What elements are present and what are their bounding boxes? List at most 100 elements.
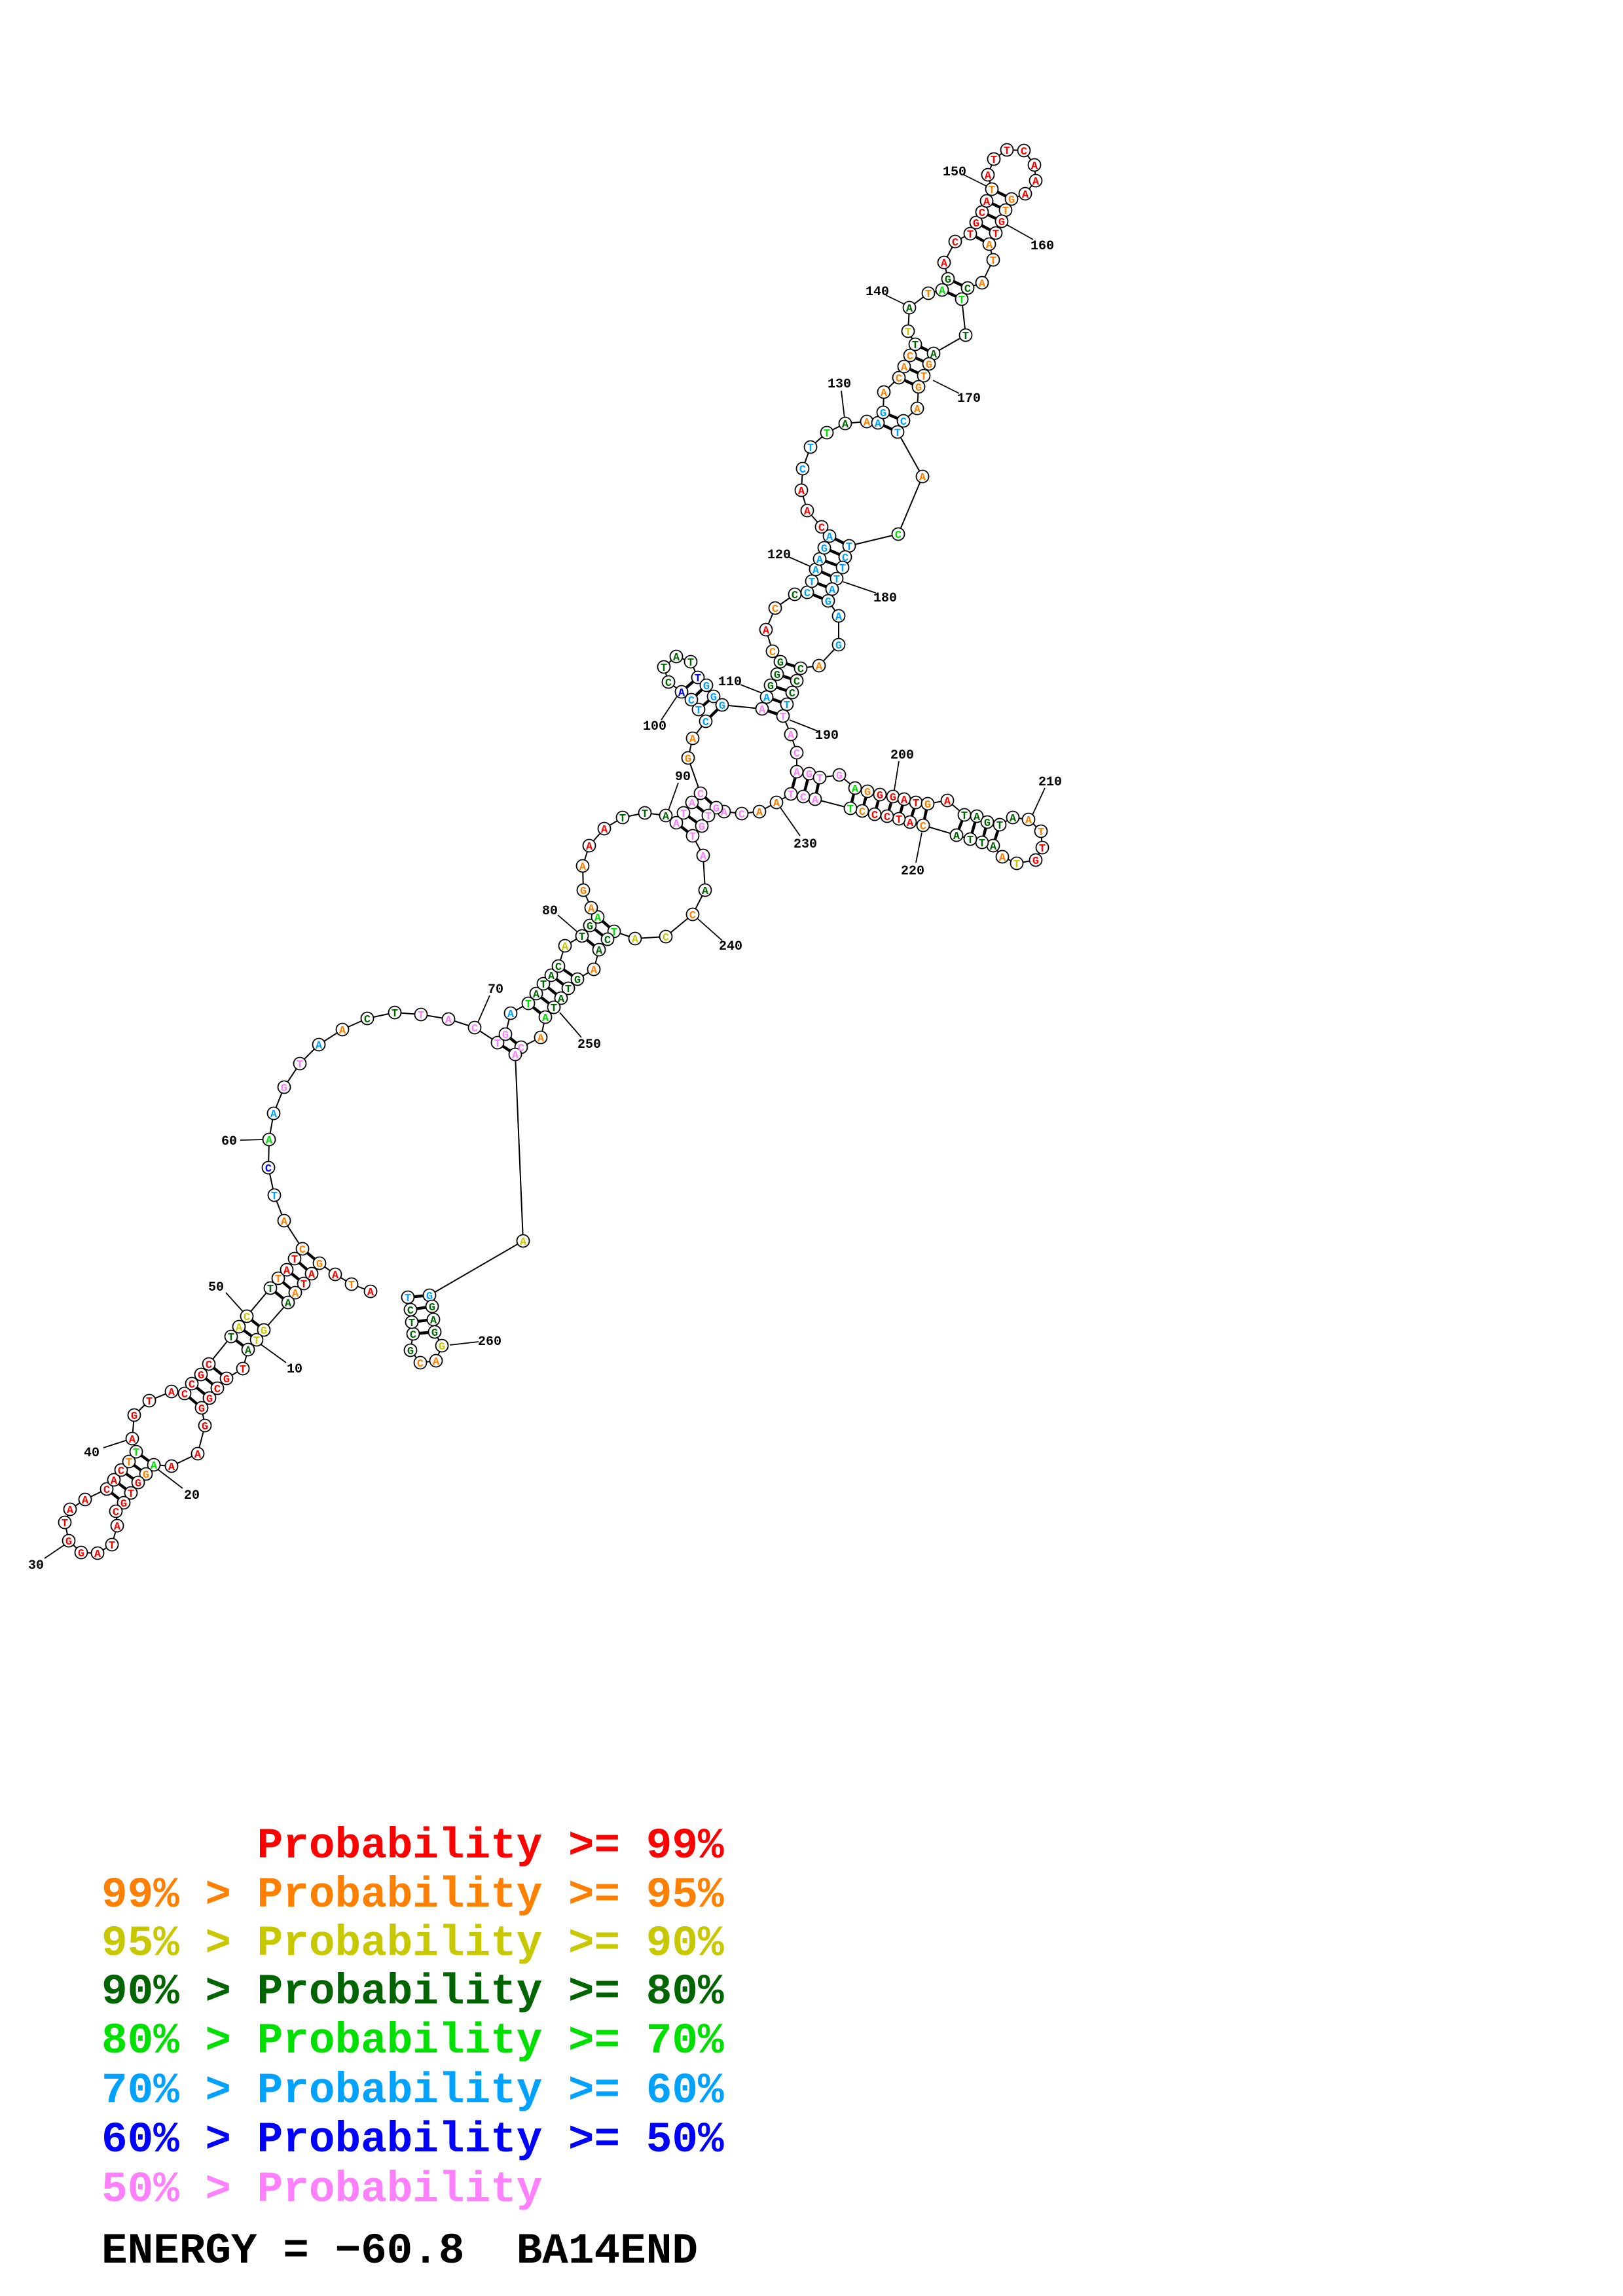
svg-text:A: A [702,886,709,898]
svg-text:G: G [261,1325,267,1338]
svg-text:G: G [806,769,812,781]
svg-text:G: G [945,274,951,287]
svg-text:60% > Probability >= 50%: 60% > Probability >= 50% [101,2115,724,2164]
svg-text:A: A [601,824,608,836]
svg-text:C: C [181,1389,188,1401]
svg-text:C: C [772,603,778,616]
svg-text:T: T [126,1457,132,1469]
svg-text:C: C [189,1379,195,1391]
svg-text:C: C [471,1023,478,1035]
svg-text:80% > Probability >= 70%: 80% > Probability >= 70% [101,2017,724,2066]
svg-text:G: G [502,1030,509,1042]
svg-text:T: T [967,834,974,847]
svg-text:A: A [990,841,997,853]
svg-text:A: A [82,1495,89,1507]
svg-text:G: G [202,1421,208,1433]
svg-text:A: A [194,1449,202,1462]
svg-text:A: A [930,349,938,361]
svg-text:T: T [525,999,532,1011]
svg-text:A: A [816,661,823,673]
svg-text:A: A [759,704,766,717]
svg-text:A: A [67,1505,74,1517]
svg-text:220: 220 [901,864,924,879]
svg-text:A: A [281,1216,288,1229]
svg-text:G: G [877,790,883,802]
svg-text:250: 250 [577,1037,601,1052]
svg-text:G: G [767,681,774,693]
svg-text:A: A [129,1434,136,1446]
svg-text:T: T [240,1364,246,1376]
svg-text:A: A [542,1013,549,1025]
svg-text:T: T [128,1488,134,1501]
svg-text:T: T [579,931,585,944]
svg-text:G: G [890,792,896,804]
svg-text:A: A [983,196,991,209]
svg-text:A: A [756,807,763,819]
svg-text:190: 190 [815,728,839,744]
svg-text:C: C [793,676,800,689]
svg-text:A: A [558,994,565,1006]
svg-text:A: A [283,1265,291,1278]
svg-text:C: C [663,932,669,944]
svg-text:A: A [812,565,820,577]
svg-text:A: A [919,472,926,484]
svg-text:C: C [604,935,611,947]
svg-text:T: T [896,814,902,827]
svg-text:G: G [777,657,784,670]
svg-text:T: T [687,657,694,670]
svg-text:T: T [695,705,702,717]
svg-text:G: G [821,543,828,556]
svg-text:T: T [253,1335,260,1348]
svg-text:A: A [829,584,836,597]
svg-text:230: 230 [793,837,817,852]
svg-text:110: 110 [718,675,742,690]
svg-text:T: T [228,1332,234,1344]
svg-text:T: T [913,798,919,810]
svg-text:C: C [103,1484,110,1497]
svg-text:70% > Probability >= 60%: 70% > Probability >= 60% [101,2066,724,2115]
svg-text:T: T [847,804,854,816]
svg-text:T: T [961,810,968,823]
svg-text:C: C [265,1163,272,1175]
svg-text:C: C [804,588,811,600]
svg-text:A: A [985,170,992,183]
svg-text:G: G [206,1393,213,1406]
svg-text:C: C [214,1384,221,1396]
svg-text:C: C [410,1329,416,1342]
svg-text:T: T [967,229,974,242]
svg-text:90% > Probability >= 80%: 90% > Probability >= 80% [101,1967,724,2017]
svg-text:A: A [1032,176,1040,188]
svg-text:T: T [297,1059,303,1071]
svg-text:C: C [688,695,695,708]
svg-text:G: G [998,217,1005,229]
svg-text:C: C [118,1465,124,1478]
svg-text:T: T [894,427,901,440]
svg-text:A: A [548,971,555,983]
svg-text:A: A [111,1475,118,1488]
svg-text:C: C [792,590,798,602]
svg-text:A: A [596,945,603,958]
svg-text:G: G [426,1291,433,1303]
svg-text:A: A [339,1025,346,1037]
svg-text:T: T [962,331,969,343]
svg-text:170: 170 [957,391,981,406]
svg-text:C: C [979,207,985,220]
svg-text:C: C [884,812,890,824]
svg-text:C: C [920,821,926,833]
svg-text:T: T [680,808,687,821]
svg-text:T: T [540,979,547,992]
svg-text:T: T [780,711,786,724]
svg-text:T: T [565,984,572,996]
svg-text:C: C [793,748,800,761]
svg-text:G: G [713,803,720,816]
svg-text:A: A [1031,160,1038,173]
svg-text:G: G [78,1548,84,1560]
svg-text:A: A [852,783,859,796]
svg-text:ENERGY = −60.8 BA14END: ENERGY = −60.8 BA14END [101,2227,698,2276]
svg-text:T: T [788,789,794,802]
svg-text:A: A [433,1356,440,1369]
svg-text:C: C [895,529,902,542]
svg-text:G: G [281,1083,287,1095]
svg-text:T: T [784,700,790,712]
svg-text:C: C [842,552,848,565]
